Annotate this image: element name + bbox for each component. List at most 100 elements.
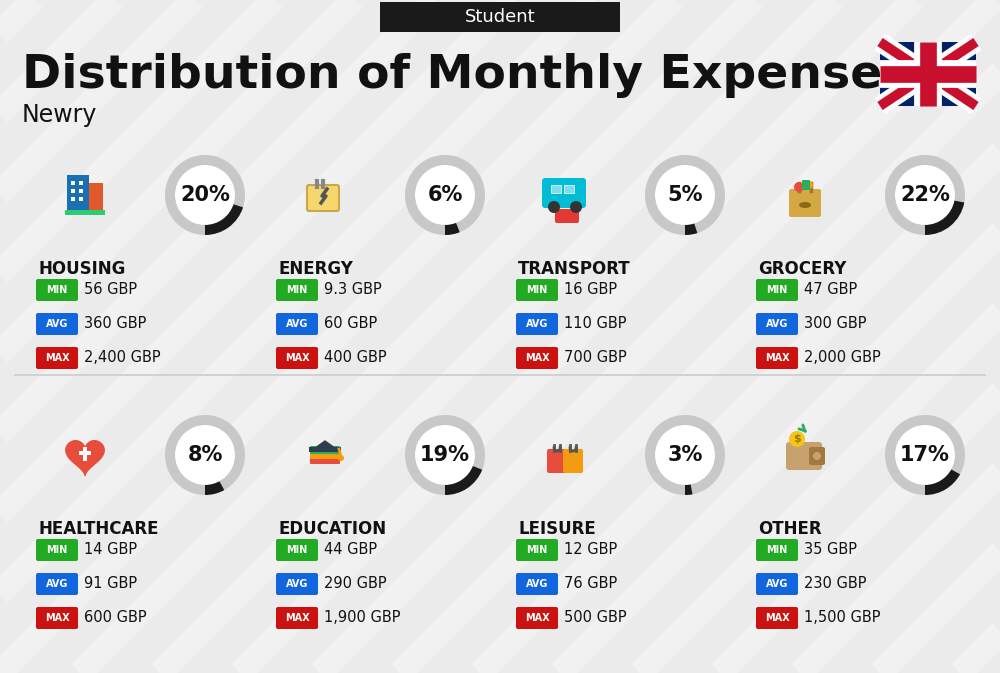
Circle shape — [570, 201, 582, 213]
Bar — [79, 181, 83, 185]
Text: 47 GBP: 47 GBP — [804, 283, 857, 297]
Polygon shape — [66, 441, 104, 475]
Wedge shape — [925, 201, 964, 235]
Text: TRANSPORT: TRANSPORT — [518, 260, 631, 278]
Text: 20%: 20% — [180, 185, 230, 205]
FancyBboxPatch shape — [36, 313, 78, 335]
Text: MAX: MAX — [285, 613, 309, 623]
Circle shape — [789, 431, 805, 447]
Text: 56 GBP: 56 GBP — [84, 283, 137, 297]
Wedge shape — [405, 155, 485, 235]
Bar — [65, 210, 105, 215]
Text: HOUSING: HOUSING — [38, 260, 125, 278]
Circle shape — [655, 425, 715, 485]
Text: 110 GBP: 110 GBP — [564, 316, 626, 332]
Wedge shape — [685, 223, 697, 235]
Text: 230 GBP: 230 GBP — [804, 577, 866, 592]
Text: MAX: MAX — [525, 353, 549, 363]
FancyBboxPatch shape — [802, 180, 810, 190]
FancyBboxPatch shape — [756, 279, 798, 301]
Text: AVG: AVG — [46, 579, 68, 589]
Wedge shape — [685, 485, 692, 495]
Text: 300 GBP: 300 GBP — [804, 316, 866, 332]
Text: LEISURE: LEISURE — [518, 520, 596, 538]
FancyBboxPatch shape — [555, 209, 579, 223]
Text: MAX: MAX — [45, 613, 69, 623]
FancyBboxPatch shape — [36, 347, 78, 369]
FancyBboxPatch shape — [547, 449, 567, 473]
FancyBboxPatch shape — [276, 573, 318, 595]
Text: MIN: MIN — [526, 285, 548, 295]
Text: MAX: MAX — [765, 613, 789, 623]
Bar — [79, 197, 83, 201]
Wedge shape — [445, 223, 460, 235]
Text: AVG: AVG — [526, 579, 548, 589]
FancyBboxPatch shape — [310, 451, 340, 459]
FancyBboxPatch shape — [276, 347, 318, 369]
Text: AVG: AVG — [766, 579, 788, 589]
Circle shape — [813, 452, 821, 460]
Text: 400 GBP: 400 GBP — [324, 351, 387, 365]
FancyBboxPatch shape — [756, 313, 798, 335]
Bar — [551, 185, 561, 193]
Bar — [83, 447, 87, 461]
Wedge shape — [645, 155, 725, 235]
Wedge shape — [925, 470, 960, 495]
FancyBboxPatch shape — [276, 313, 318, 335]
Wedge shape — [445, 466, 482, 495]
Bar — [71, 189, 75, 193]
Text: 2,400 GBP: 2,400 GBP — [84, 351, 161, 365]
Text: 1,900 GBP: 1,900 GBP — [324, 610, 400, 625]
Wedge shape — [165, 415, 245, 495]
Text: 19%: 19% — [420, 445, 470, 465]
Wedge shape — [885, 415, 965, 495]
Bar — [564, 185, 574, 193]
Bar — [380, 2, 620, 32]
Text: AVG: AVG — [766, 319, 788, 329]
Circle shape — [175, 425, 235, 485]
Text: 3%: 3% — [667, 445, 703, 465]
FancyBboxPatch shape — [36, 573, 78, 595]
FancyBboxPatch shape — [310, 446, 340, 454]
FancyBboxPatch shape — [789, 189, 821, 217]
Text: 600 GBP: 600 GBP — [84, 610, 147, 625]
FancyBboxPatch shape — [36, 607, 78, 629]
Circle shape — [805, 181, 813, 189]
Text: MAX: MAX — [525, 613, 549, 623]
Text: 2,000 GBP: 2,000 GBP — [804, 351, 881, 365]
FancyBboxPatch shape — [756, 573, 798, 595]
Bar — [79, 189, 83, 193]
Text: MIN: MIN — [46, 285, 68, 295]
Text: MIN: MIN — [286, 285, 308, 295]
Wedge shape — [885, 155, 965, 235]
Polygon shape — [311, 441, 339, 451]
FancyBboxPatch shape — [786, 442, 822, 470]
FancyBboxPatch shape — [516, 539, 558, 561]
Circle shape — [175, 165, 235, 225]
Wedge shape — [205, 205, 243, 235]
Bar — [89, 183, 103, 211]
Circle shape — [895, 165, 955, 225]
FancyBboxPatch shape — [276, 539, 318, 561]
Text: MAX: MAX — [765, 353, 789, 363]
FancyBboxPatch shape — [516, 573, 558, 595]
FancyBboxPatch shape — [756, 347, 798, 369]
FancyBboxPatch shape — [542, 178, 586, 208]
Text: 22%: 22% — [900, 185, 950, 205]
Wedge shape — [205, 481, 224, 495]
FancyBboxPatch shape — [276, 279, 318, 301]
Text: MIN: MIN — [286, 545, 308, 555]
Text: 500 GBP: 500 GBP — [564, 610, 627, 625]
Text: MIN: MIN — [766, 285, 788, 295]
Text: MAX: MAX — [45, 353, 69, 363]
Ellipse shape — [799, 202, 811, 208]
Text: 8%: 8% — [187, 445, 223, 465]
Text: 700 GBP: 700 GBP — [564, 351, 627, 365]
Text: 44 GBP: 44 GBP — [324, 542, 377, 557]
Text: 35 GBP: 35 GBP — [804, 542, 857, 557]
Text: 9.3 GBP: 9.3 GBP — [324, 283, 382, 297]
FancyBboxPatch shape — [36, 279, 78, 301]
Text: Student: Student — [465, 8, 535, 26]
Bar — [71, 181, 75, 185]
Text: Newry: Newry — [22, 103, 97, 127]
